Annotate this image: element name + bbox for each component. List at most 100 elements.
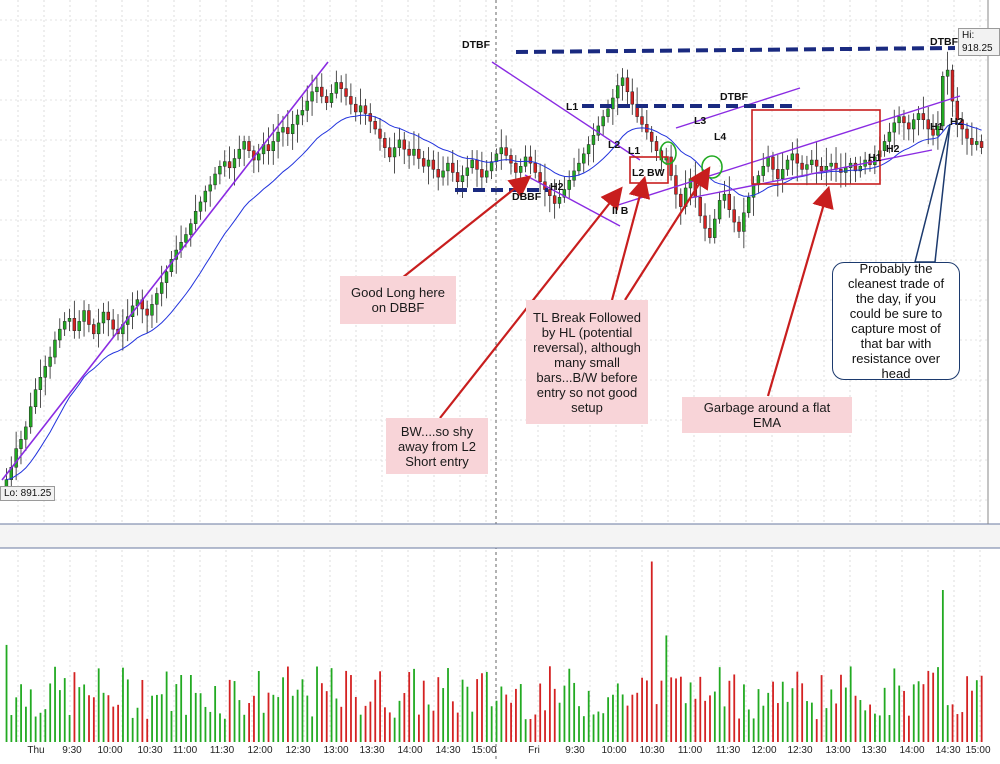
volume-bar (432, 710, 435, 742)
candle-body (62, 321, 67, 330)
volume-bar (650, 561, 653, 742)
volume-bar (359, 714, 362, 742)
volume-bar (946, 705, 949, 742)
panel-separator (0, 0, 1000, 549)
candle-body (829, 162, 833, 167)
volume-bar (733, 674, 736, 742)
candle-body (402, 139, 406, 150)
volume-bar (859, 700, 862, 742)
candle-body (557, 197, 562, 204)
volume-bar (160, 694, 163, 742)
time-tick-label: 11:30 (210, 745, 235, 756)
candle-body (844, 167, 848, 173)
candle-body (28, 406, 33, 428)
volume-bar (941, 590, 944, 742)
candle-body (227, 161, 232, 169)
candle-body (67, 318, 72, 322)
label-dtbf-2: DTBF (720, 91, 749, 103)
volume-bar (49, 683, 52, 742)
volume-bar (442, 688, 445, 742)
candle-body (193, 210, 198, 224)
volume-bar (810, 702, 813, 742)
candle-body (504, 147, 508, 156)
label-dtbf-1: DTBF (462, 39, 491, 51)
volume-bar (97, 668, 100, 742)
candle-body (397, 139, 402, 148)
candle-body (591, 134, 596, 145)
volume-bar (180, 675, 183, 742)
highlight-boxes (629, 109, 881, 185)
candle-body (87, 310, 91, 325)
candle-body (96, 322, 101, 335)
candle-body (315, 86, 319, 93)
volume-bar (219, 713, 221, 742)
candle-body (213, 173, 217, 186)
volume-bar (772, 681, 774, 742)
candle-body (383, 138, 387, 148)
volume-bar (481, 673, 483, 742)
volume-bar (786, 701, 789, 742)
candle-body (853, 162, 858, 172)
volume-bar (689, 682, 692, 742)
candle-body (198, 201, 203, 212)
volume-bar (20, 684, 22, 742)
candle-body (446, 162, 450, 172)
volume-bar (68, 714, 71, 742)
candle-body (334, 82, 339, 94)
volume-bar (374, 679, 377, 742)
label-l3: L3 (694, 115, 706, 127)
candle-body (761, 166, 765, 176)
candle-body (577, 162, 581, 172)
volume-bar (350, 675, 352, 742)
label-h1b: H1 (930, 121, 944, 133)
volume-bar (743, 684, 745, 742)
candle-body (703, 215, 707, 229)
volume-bar (699, 676, 702, 742)
volume-bar (413, 668, 415, 742)
volume-bar (238, 700, 241, 742)
volume-bar (694, 698, 697, 742)
candle-body (742, 212, 746, 232)
candle-body (611, 97, 615, 110)
volume-bar (539, 683, 542, 742)
volume-bar (709, 695, 711, 742)
volume-bar (646, 680, 648, 742)
candle-body (538, 172, 542, 183)
candle-body (412, 148, 416, 156)
volume-bar (354, 697, 357, 742)
volume-bar (403, 693, 406, 742)
label-l2b: L2 (632, 167, 644, 179)
time-tick-label: 9:30 (565, 745, 585, 756)
volume-bar (306, 695, 309, 742)
volume-bar (830, 689, 833, 742)
candle-body (955, 100, 960, 120)
candle-body (548, 189, 552, 196)
candle-body (82, 310, 86, 322)
candle-body (305, 100, 309, 111)
volume-bar (78, 687, 81, 742)
volume-bar (582, 716, 585, 742)
volume-bar (15, 697, 18, 742)
volume-bar (384, 707, 386, 742)
candle-body (339, 82, 343, 89)
volume-bar (878, 715, 881, 742)
volume-bar (961, 712, 964, 742)
candle-body (819, 166, 824, 172)
time-tick-label: Fri (528, 745, 540, 756)
candle-body (921, 113, 926, 120)
candle-body (509, 155, 513, 164)
volume-bar (301, 679, 304, 742)
volume-bar (626, 705, 629, 742)
callout-garbage: Garbage around a flat EMA (682, 397, 852, 433)
volume-bar (102, 692, 105, 742)
candle-body (363, 105, 368, 114)
arrow-garbage (766, 185, 834, 397)
time-tick-label: 12:00 (247, 745, 272, 756)
volume-bar (58, 690, 61, 742)
volume-bar (752, 718, 755, 742)
label-dbbf: DBBF (512, 191, 542, 203)
candlesticks (4, 51, 984, 500)
volume-bar (471, 711, 474, 742)
time-tick-label: 14:30 (935, 745, 960, 756)
